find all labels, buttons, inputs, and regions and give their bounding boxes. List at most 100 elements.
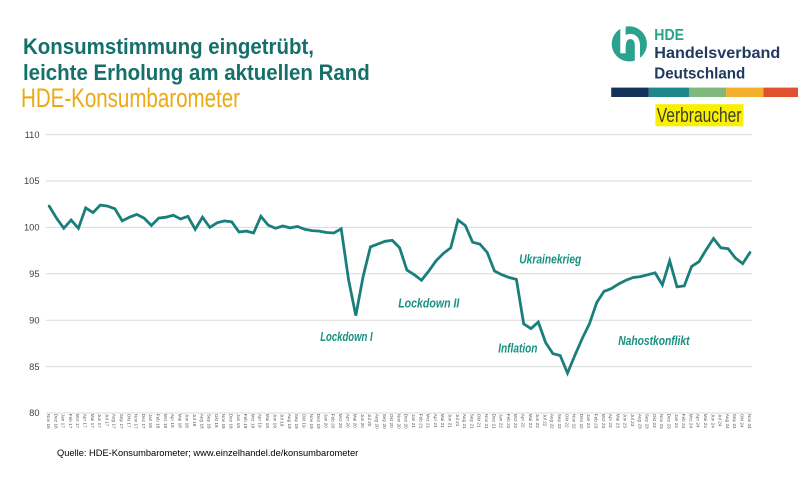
svg-text:Lockdown I: Lockdown I — [320, 330, 373, 344]
svg-text:Sep 17: Sep 17 — [119, 414, 124, 429]
svg-text:Aug 21: Aug 21 — [462, 414, 467, 429]
svg-text:Feb 17: Feb 17 — [68, 414, 73, 429]
svg-text:Mrz 22: Mrz 22 — [513, 414, 518, 429]
svg-text:Jul 17: Jul 17 — [104, 414, 109, 427]
svg-text:Nov 19: Nov 19 — [309, 414, 314, 429]
svg-text:Mai 23: Mai 23 — [615, 414, 620, 428]
svg-text:Jun 22: Jun 22 — [535, 414, 540, 428]
svg-text:Jun 24: Jun 24 — [710, 414, 715, 428]
svg-text:Sep 21: Sep 21 — [469, 414, 474, 429]
svg-text:Nov 23: Nov 23 — [659, 414, 664, 429]
svg-text:Jul 18: Jul 18 — [192, 414, 197, 427]
svg-text:Feb 24: Feb 24 — [681, 414, 686, 429]
svg-text:Ukrainekrieg: Ukrainekrieg — [519, 252, 581, 266]
svg-text:Mai 17: Mai 17 — [90, 414, 95, 428]
svg-text:Mrz 24: Mrz 24 — [688, 414, 693, 429]
svg-text:Mrz 21: Mrz 21 — [426, 414, 431, 429]
svg-text:Sep 24: Sep 24 — [732, 414, 737, 429]
svg-text:Dez 20: Dez 20 — [404, 414, 409, 429]
svg-text:Mrz 20: Mrz 20 — [338, 414, 343, 429]
svg-text:Nahostkonflikt: Nahostkonflikt — [618, 334, 690, 348]
svg-text:Jan 24: Jan 24 — [674, 414, 679, 428]
svg-text:Mrz 17: Mrz 17 — [75, 414, 80, 429]
svg-text:110: 110 — [25, 130, 40, 140]
svg-text:Jul 24: Jul 24 — [718, 414, 723, 427]
svg-text:Okt 20: Okt 20 — [389, 414, 394, 428]
svg-text:Apr 19: Apr 19 — [258, 414, 263, 428]
svg-text:Mai 24: Mai 24 — [703, 414, 708, 428]
svg-text:Okt 24: Okt 24 — [740, 414, 745, 428]
svg-text:80: 80 — [29, 408, 39, 418]
svg-text:Jul 19: Jul 19 — [280, 414, 285, 427]
svg-text:Apr 17: Apr 17 — [83, 414, 88, 428]
svg-text:Handelsverband: Handelsverband — [654, 45, 780, 62]
svg-text:Dez 21: Dez 21 — [491, 414, 496, 429]
svg-text:Mrz 19: Mrz 19 — [250, 414, 255, 429]
svg-text:Jan 17: Jan 17 — [61, 414, 66, 428]
svg-text:Nov 18: Nov 18 — [221, 414, 226, 429]
svg-text:Apr 22: Apr 22 — [521, 414, 526, 428]
svg-text:Jan 22: Jan 22 — [499, 414, 504, 428]
svg-text:Aug 18: Aug 18 — [199, 414, 204, 429]
svg-text:Nov 20: Nov 20 — [396, 414, 401, 429]
svg-text:Okt 19: Okt 19 — [302, 414, 307, 428]
svg-text:Sep 23: Sep 23 — [645, 414, 650, 429]
svg-text:Dez 18: Dez 18 — [229, 414, 234, 429]
svg-text:Jun 21: Jun 21 — [448, 414, 453, 428]
svg-text:Mai 19: Mai 19 — [265, 414, 270, 428]
svg-text:100: 100 — [24, 223, 40, 233]
svg-text:Mrz 23: Mrz 23 — [601, 414, 606, 429]
svg-text:Verbraucher: Verbraucher — [657, 105, 742, 127]
svg-text:Sep 22: Sep 22 — [557, 414, 562, 429]
svg-text:Jan 23: Jan 23 — [586, 414, 591, 428]
svg-text:Okt 21: Okt 21 — [477, 414, 482, 428]
svg-text:Sep 19: Sep 19 — [294, 414, 299, 429]
svg-text:Dez 17: Dez 17 — [141, 414, 146, 429]
svg-text:Sep 20: Sep 20 — [382, 414, 387, 429]
svg-text:Okt 22: Okt 22 — [564, 414, 569, 428]
svg-text:Feb 18: Feb 18 — [156, 414, 161, 429]
svg-text:Dez 22: Dez 22 — [579, 414, 584, 429]
svg-text:Mai 20: Mai 20 — [353, 414, 358, 428]
svg-text:Okt 23: Okt 23 — [652, 414, 657, 428]
svg-text:90: 90 — [29, 315, 39, 325]
svg-text:Jul 22: Jul 22 — [542, 414, 547, 427]
svg-text:Nov 17: Nov 17 — [134, 414, 139, 429]
svg-text:Jul 23: Jul 23 — [630, 414, 635, 427]
svg-text:Apr 24: Apr 24 — [696, 414, 701, 428]
svg-text:Jan 18: Jan 18 — [148, 414, 153, 428]
svg-text:Jan 21: Jan 21 — [411, 414, 416, 428]
svg-text:Aug 19: Aug 19 — [287, 414, 292, 429]
svg-text:Jul 21: Jul 21 — [455, 414, 460, 427]
svg-text:Jun 18: Jun 18 — [185, 414, 190, 428]
svg-text:Feb 22: Feb 22 — [506, 414, 511, 429]
svg-text:95: 95 — [29, 269, 39, 279]
svg-text:Jan 20: Jan 20 — [323, 414, 328, 428]
svg-text:Okt 17: Okt 17 — [126, 414, 131, 428]
svg-text:Lockdown II: Lockdown II — [398, 297, 460, 311]
svg-text:Apr 23: Apr 23 — [608, 414, 613, 428]
svg-text:Mai 22: Mai 22 — [528, 414, 533, 428]
svg-text:Feb 23: Feb 23 — [594, 414, 599, 429]
svg-text:Aug 23: Aug 23 — [637, 414, 642, 429]
svg-text:Deutschland: Deutschland — [654, 65, 745, 82]
svg-text:Nov 21: Nov 21 — [484, 414, 489, 429]
svg-text:Jun 23: Jun 23 — [623, 414, 628, 428]
svg-text:Aug 24: Aug 24 — [725, 414, 730, 429]
svg-text:85: 85 — [29, 362, 39, 372]
svg-text:Jun 19: Jun 19 — [272, 414, 277, 428]
svg-text:Apr 18: Apr 18 — [170, 414, 175, 428]
svg-text:Dez 23: Dez 23 — [667, 414, 672, 429]
svg-text:Sep 18: Sep 18 — [207, 414, 212, 429]
svg-text:Jun 17: Jun 17 — [97, 414, 102, 428]
svg-text:Feb 19: Feb 19 — [243, 414, 248, 429]
svg-text:Feb 21: Feb 21 — [418, 414, 423, 429]
svg-text:Apr 20: Apr 20 — [345, 414, 350, 428]
svg-text:Mai 18: Mai 18 — [177, 414, 182, 428]
svg-text:Aug 17: Aug 17 — [112, 414, 117, 429]
svg-text:Nov 24: Nov 24 — [747, 414, 752, 429]
svg-text:Dez 19: Dez 19 — [316, 414, 321, 429]
svg-text:Okt 18: Okt 18 — [214, 414, 219, 428]
svg-text:Nov 22: Nov 22 — [572, 414, 577, 429]
svg-text:105: 105 — [24, 176, 40, 186]
